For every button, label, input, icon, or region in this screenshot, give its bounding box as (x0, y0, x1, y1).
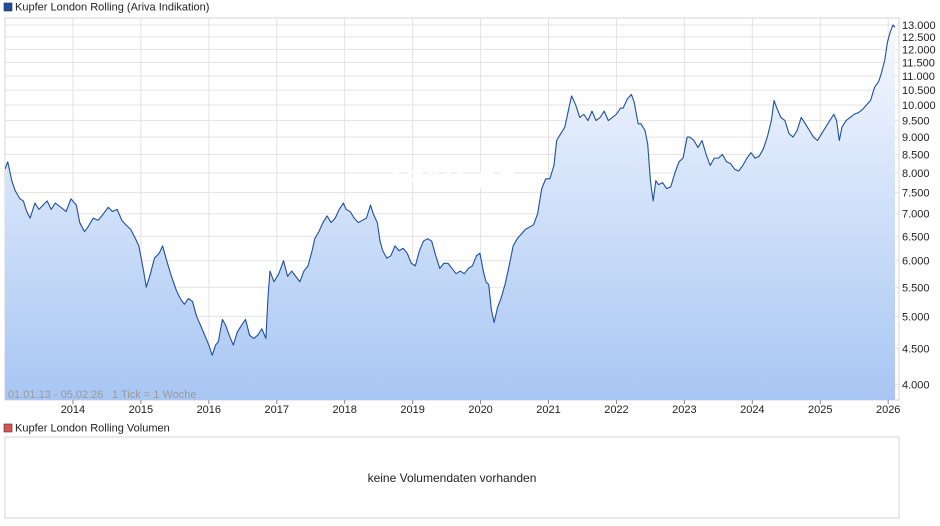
price-legend-swatch (3, 2, 13, 12)
x-tick-label: 2014 (61, 404, 85, 416)
series-area (5, 24, 895, 400)
y-tick-label: 4.500 (902, 343, 930, 355)
x-tick-label: 2024 (740, 404, 764, 416)
y-tick-label: 10.000 (902, 100, 936, 112)
watermark: ARIVA.DE (384, 165, 515, 195)
x-tick-label: 2019 (400, 404, 424, 416)
y-tick-label: 7.500 (902, 188, 930, 200)
y-tick-label: 6.000 (902, 256, 930, 268)
x-tick-label: 2021 (536, 404, 560, 416)
x-tick-label: 2017 (265, 404, 289, 416)
y-tick-label: 5.500 (902, 282, 930, 294)
x-tick-label: 2022 (604, 404, 628, 416)
y-tick-label: 8.000 (902, 168, 930, 180)
y-tick-label: 12.000 (902, 44, 936, 56)
y-tick-label: 13.000 (902, 20, 936, 32)
y-tick-label: 4.000 (902, 379, 930, 391)
x-tick-label: 2015 (129, 404, 153, 416)
x-axis: 2014 2015 2016 2017 2018 2019 2020 2021 2022 2023… (61, 400, 900, 416)
y-tick-label: 7.000 (902, 209, 930, 221)
y-axis: 4.000 4.500 5.000 5.500 6.000 6.500 7.000 7.500… (902, 20, 936, 391)
volume-plot-area (4, 436, 900, 519)
y-tick-label: 5.000 (902, 311, 930, 323)
y-tick-label: 11.000 (902, 71, 935, 83)
x-tick-label: 2016 (197, 404, 221, 416)
y-tick-label: 8.500 (902, 150, 930, 162)
y-tick-label: 9.000 (902, 132, 930, 144)
x-tick-label: 2025 (808, 404, 832, 416)
series-layer (5, 24, 896, 400)
x-tick-label: 2026 (876, 404, 900, 416)
series-line (5, 24, 896, 356)
volume-legend-label: Kupfer London Rolling Volumen (15, 423, 170, 435)
y-tick-label: 6.500 (902, 231, 930, 243)
x-tick-label: 2023 (672, 404, 696, 416)
y-tick-label: 10.500 (902, 85, 936, 97)
tick-info-text: 1 Tick = 1 Woche (112, 389, 196, 401)
x-tick-label: 2020 (468, 404, 492, 416)
y-tick-label: 9.500 (902, 116, 930, 128)
volume-legend-swatch (3, 423, 13, 433)
no-volume-message: keine Volumendaten vorhanden (368, 471, 537, 485)
y-tick-label: 12.500 (902, 32, 936, 44)
x-tick-label: 2018 (332, 404, 356, 416)
price-legend-label: Kupfer London Rolling (Ariva Indikation) (15, 2, 209, 14)
date-range-text: 01.01.13 - 05.02.26 (8, 389, 103, 401)
y-tick-label: 11.500 (902, 57, 935, 69)
